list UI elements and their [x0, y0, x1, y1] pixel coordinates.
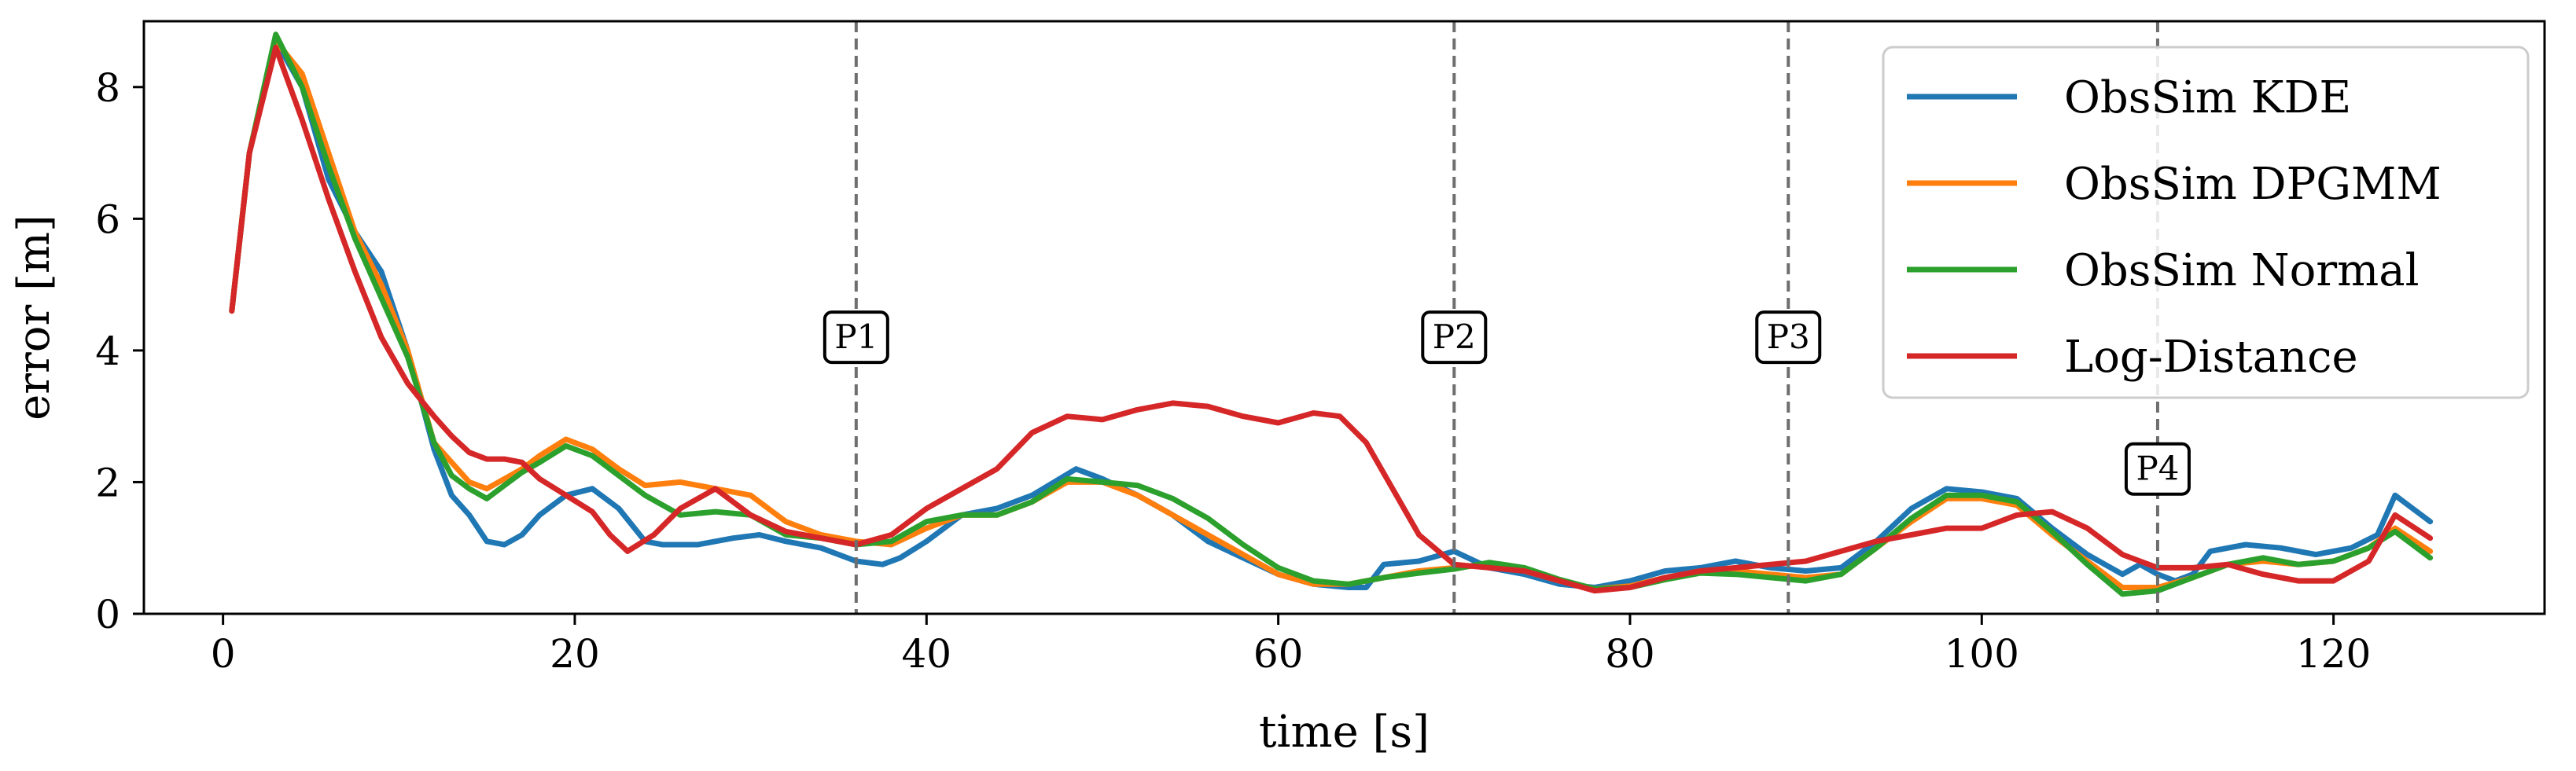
x-tick-label: 120	[2296, 631, 2371, 677]
legend-entry: ObsSim DPGMM	[1907, 159, 2442, 210]
y-tick-label: 6	[95, 196, 120, 242]
y-axis: 0 2 4 6 8	[95, 65, 144, 637]
y-tick-label: 0	[95, 592, 120, 637]
x-tick-label: 80	[1605, 631, 1655, 677]
series-line-2	[229, 31, 2434, 597]
legend-label: Log-Distance	[2064, 332, 2358, 383]
x-tick-label: 20	[550, 631, 600, 677]
marker-box	[1755, 310, 1822, 365]
legend-entry: Log-Distance	[1907, 332, 2358, 383]
series-layer	[229, 31, 2434, 597]
x-axis-label: time [s]	[1259, 707, 1430, 758]
marker-box	[1421, 310, 1488, 365]
series-line-3	[229, 45, 2434, 594]
marker-p2: P2	[1421, 21, 1488, 614]
marker-p1: P1	[822, 21, 889, 614]
marker-p3: P3	[1755, 21, 1822, 614]
legend-box	[1882, 46, 2530, 399]
marker-box	[2124, 442, 2191, 496]
y-axis-label: error [m]	[9, 215, 60, 420]
y-tick-label: 8	[95, 65, 120, 111]
y-tick-label: 4	[95, 329, 120, 374]
marker-label: P1	[834, 318, 878, 356]
y-tick-label: 2	[95, 460, 120, 505]
x-tick-label: 100	[1945, 631, 2019, 677]
x-tick-label: 40	[901, 631, 951, 677]
marker-box	[822, 310, 889, 365]
x-tick-label: 60	[1253, 631, 1304, 677]
x-axis: 0 20 40 60 80 100 120	[211, 614, 2371, 677]
plot-frame	[142, 20, 2546, 615]
legend-label: ObsSim KDE	[2064, 72, 2351, 123]
legend-label: ObsSim DPGMM	[2064, 159, 2442, 210]
marker-label: P3	[1767, 318, 1810, 356]
event-markers: P1 P2 P3 P4	[822, 21, 2191, 614]
marker-label: P2	[1433, 318, 1476, 356]
legend-entry: ObsSim KDE	[1907, 72, 2351, 123]
x-tick-label: 0	[211, 631, 236, 677]
legend: ObsSim KDE ObsSim DPGMM ObsSim Normal Log-D…	[1882, 46, 2530, 399]
legend-entry: ObsSim Normal	[1907, 245, 2420, 296]
marker-label: P4	[2136, 450, 2179, 488]
legend-label: ObsSim Normal	[2064, 245, 2420, 296]
